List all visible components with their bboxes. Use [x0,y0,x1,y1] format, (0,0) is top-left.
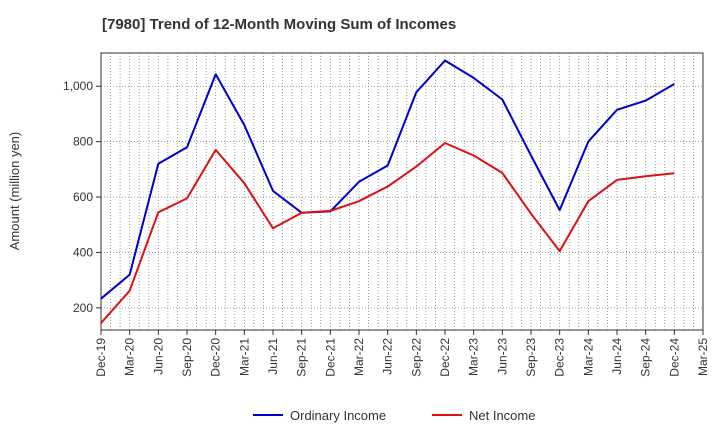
legend-label: Ordinary Income [290,408,386,423]
x-tick-label: Sep-22 [409,338,423,377]
plot-area [100,52,704,331]
x-tick-label: Dec-21 [323,338,337,377]
series-line-ordinary-income [100,59,675,300]
x-tick-label: Jun-21 [266,338,280,375]
x-tick-label: Mar-22 [352,338,366,376]
x-tick-label: Dec-19 [94,338,108,377]
x-tick-label: Mar-23 [467,338,481,376]
y-axis-label: Amount (million yen) [7,132,22,251]
y-tick-label: 200 [73,301,93,315]
x-tick-label: Mar-25 [696,338,710,376]
x-tick-label: Sep-21 [295,338,309,377]
y-axis: 200 400 600 800 1,000 [63,79,101,315]
series-layer [100,59,675,324]
y-tick-label: 600 [73,190,93,204]
x-tick-label: Sep-23 [524,338,538,377]
x-tick-label: Dec-24 [667,338,681,377]
x-tick-label: Sep-24 [639,338,653,377]
x-tick-label: Jun-20 [151,338,165,375]
x-axis: Dec-19 Mar-20 Jun-20 Sep-20 Dec-20 Mar-21 Jun-… [94,330,710,377]
chart-title: [7980] Trend of 12-Month Moving Sum of I… [102,16,457,33]
y-tick-label: 800 [73,135,93,149]
x-tick-label: Dec-22 [438,338,452,377]
legend-label: Net Income [469,408,535,423]
x-tick-label: Dec-23 [553,338,567,377]
x-tick-label: Jun-22 [381,338,395,375]
x-tick-label: Sep-20 [180,338,194,377]
y-tick-label: 1,000 [63,79,93,93]
legend: Ordinary Income Net Income [253,408,535,423]
series-line-net-income [100,142,675,324]
x-tick-label: Mar-21 [237,338,251,376]
x-tick-label: Jun-24 [610,338,624,375]
x-tick-label: Dec-20 [209,338,223,377]
y-tick-label: 400 [73,245,93,259]
x-tick-label: Mar-20 [123,338,137,376]
x-tick-label: Jun-23 [495,338,509,375]
x-tick-label: Mar-24 [581,338,595,376]
